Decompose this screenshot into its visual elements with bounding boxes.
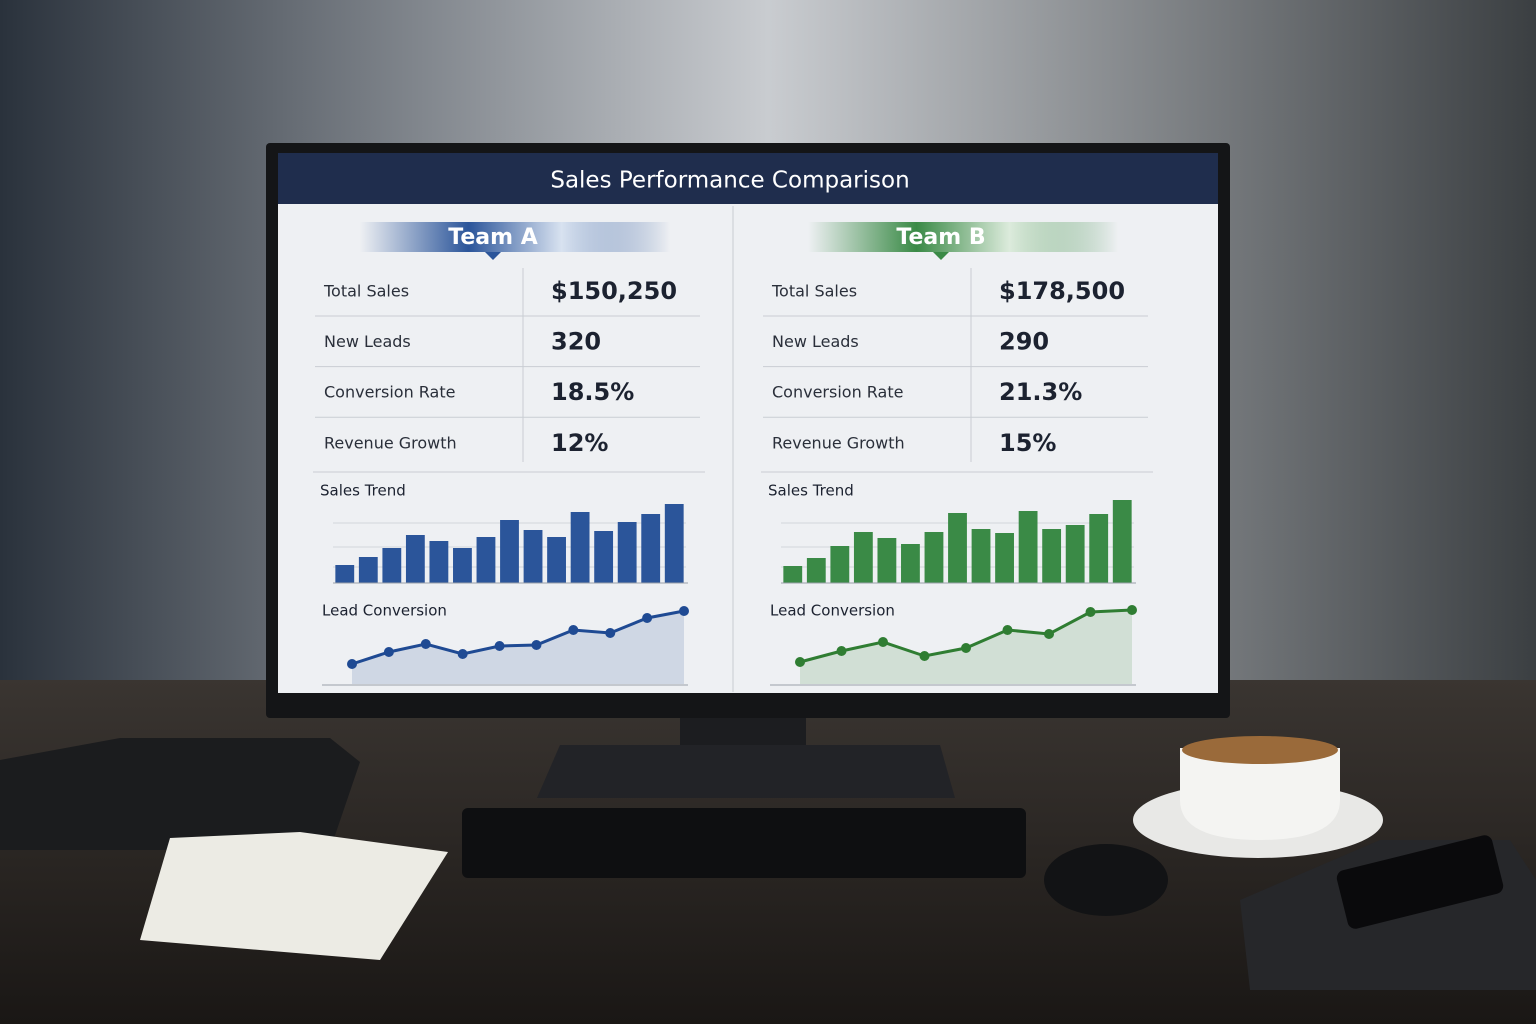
bar — [429, 541, 449, 583]
line-point — [457, 649, 468, 659]
bar — [924, 532, 944, 583]
bar — [664, 504, 684, 583]
bar — [547, 537, 566, 583]
bar — [358, 557, 378, 583]
line-point — [605, 628, 616, 638]
bar — [405, 535, 425, 583]
bar — [500, 520, 519, 583]
metric-value: 290 — [999, 328, 1049, 356]
bar — [1089, 514, 1109, 583]
bar — [830, 546, 850, 583]
metric-label: Revenue Growth — [324, 433, 457, 452]
line-point — [679, 606, 689, 616]
metric-value: 320 — [551, 328, 601, 356]
header-bar — [278, 153, 1218, 204]
bar — [382, 548, 402, 583]
line — [351, 609, 685, 666]
bar — [783, 566, 803, 583]
bar — [641, 514, 661, 583]
metric-label: Revenue Growth — [772, 433, 905, 452]
bar — [617, 522, 637, 583]
banner-pointer — [933, 252, 949, 260]
team-name: Team B — [896, 225, 985, 250]
metric-value: 12% — [551, 429, 608, 457]
metric-value: 21.3% — [999, 378, 1082, 406]
bar — [806, 558, 826, 583]
bar — [1042, 529, 1062, 583]
bar — [523, 530, 543, 583]
line-point — [531, 640, 542, 650]
chart-title: Sales Trend — [768, 482, 854, 500]
metric-value: $178,500 — [999, 277, 1125, 305]
mouse — [1044, 844, 1168, 916]
line-point — [494, 641, 505, 651]
team-banner — [360, 222, 670, 252]
bar — [901, 544, 920, 583]
line-point — [1127, 605, 1137, 615]
team-name: Team A — [448, 225, 537, 250]
metric-label: Conversion Rate — [772, 383, 903, 402]
line-point — [1002, 625, 1013, 635]
line-point — [420, 639, 431, 649]
chart-title: Lead Conversion — [322, 602, 447, 620]
line-point — [383, 647, 394, 657]
line-point — [795, 657, 805, 667]
line-point — [568, 625, 579, 635]
bar — [1112, 500, 1132, 583]
coffee — [1182, 736, 1338, 764]
chart-title: Sales Trend — [320, 482, 406, 500]
chart-title: Lead Conversion — [770, 602, 895, 620]
monitor-stand — [537, 745, 955, 798]
line-point — [878, 637, 888, 647]
bar — [594, 531, 614, 583]
team-banner — [808, 222, 1118, 252]
line-area — [352, 611, 684, 684]
bar — [335, 565, 355, 583]
dashboard-title: Sales Performance Comparison — [550, 168, 909, 194]
keyboard — [462, 808, 1026, 878]
notepad — [140, 832, 448, 960]
line-point — [642, 613, 653, 623]
bar — [877, 538, 897, 583]
line-point — [347, 659, 357, 669]
metric-label: Total Sales — [771, 282, 857, 301]
line-area — [800, 610, 1132, 684]
phone — [1336, 835, 1504, 929]
bar — [971, 529, 991, 583]
metric-value: 15% — [999, 429, 1056, 457]
metric-label: New Leads — [772, 332, 859, 351]
line-point — [961, 643, 971, 653]
bar — [1065, 525, 1085, 583]
metric-value: 18.5% — [551, 378, 634, 406]
line-point — [836, 646, 847, 656]
metric-label: Conversion Rate — [324, 383, 455, 402]
banner-pointer — [485, 252, 501, 260]
line-point — [1085, 607, 1096, 617]
bar — [453, 548, 472, 583]
metric-label: New Leads — [324, 332, 411, 351]
metric-value: $150,250 — [551, 277, 677, 305]
metric-label: Total Sales — [323, 282, 409, 301]
cup — [1180, 748, 1340, 840]
bar — [995, 533, 1014, 583]
bar — [948, 513, 967, 583]
line-point — [919, 651, 930, 661]
notebook — [0, 738, 360, 850]
bar — [1018, 511, 1038, 583]
line-point — [1044, 629, 1054, 639]
bar — [570, 512, 590, 583]
bar — [853, 532, 873, 583]
bar — [476, 537, 496, 583]
